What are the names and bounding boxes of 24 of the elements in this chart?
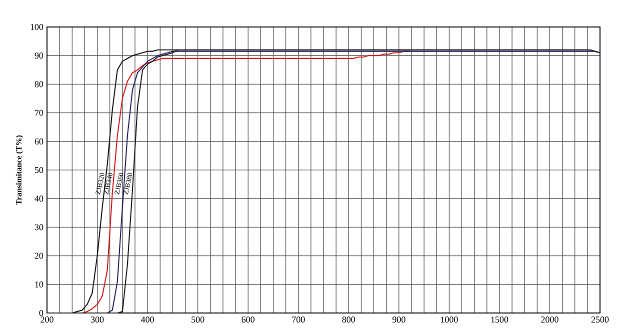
y-tick-label: 50 <box>34 166 44 174</box>
x-tick-label: 600 <box>242 316 255 323</box>
y-tick-label: 0 <box>39 310 44 316</box>
y-tick-label: 70 <box>35 110 44 116</box>
y-tick-label: 30 <box>34 224 44 230</box>
y-axis-title: Transimitance (T%) <box>16 135 24 205</box>
x-tick-label: 700 <box>292 316 305 323</box>
x-tick-label: 500 <box>192 316 204 323</box>
x-tick-label: 400 <box>140 316 154 323</box>
x-tick-label: 200 <box>40 316 54 323</box>
y-tick-label: 10 <box>35 281 44 288</box>
y-tick-label: 100 <box>30 24 44 30</box>
x-tick-label: 900 <box>392 316 406 323</box>
x-tick-label: 300 <box>90 316 104 323</box>
y-tick-label: 20 <box>34 252 44 259</box>
y-tick-label: 40 <box>34 196 44 202</box>
y-tick-label: 90 <box>34 52 44 59</box>
y-tick-label: 80 <box>34 81 44 88</box>
y-tick-label: 60 <box>34 138 44 144</box>
x-tick-label: 800 <box>342 316 356 323</box>
x-tick-label: 2500 <box>591 316 609 323</box>
x-tick-label: 1000 <box>440 316 458 323</box>
x-tick-label: 2000 <box>541 316 558 323</box>
x-tick-label: 1500 <box>491 316 508 323</box>
